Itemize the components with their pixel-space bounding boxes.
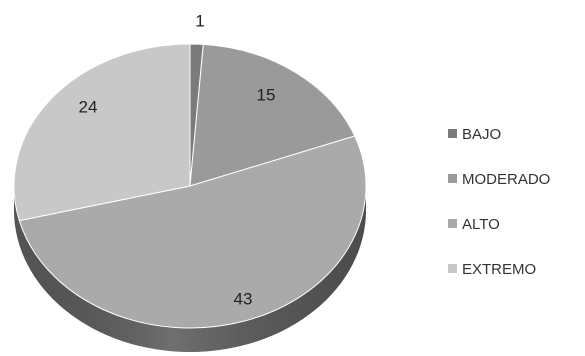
legend-swatch-extremo [448,264,457,273]
legend-swatch-bajo [448,129,457,138]
pie-slice-extremo [13,43,191,222]
legend-label-alto: ALTO [462,216,500,233]
legend: BAJO MODERADO ALTO EXTREMO [448,126,550,278]
pie-slice-moderado [189,43,356,187]
legend-swatch-alto [448,219,457,228]
pie-plot-area [13,43,367,352]
data-label-alto: 43 [234,289,253,308]
pie-side-wall-shade [14,186,366,352]
data-labels: 1 15 43 24 [79,11,276,308]
data-label-extremo: 24 [79,97,98,116]
legend-label-extremo: EXTREMO [462,261,536,278]
data-label-moderado: 15 [257,85,276,104]
pie-slice-alto [18,135,367,329]
legend-swatch-moderado [448,174,457,183]
data-label-bajo: 1 [195,11,204,30]
legend-label-bajo: BAJO [462,126,501,143]
legend-label-moderado: MODERADO [462,171,550,188]
